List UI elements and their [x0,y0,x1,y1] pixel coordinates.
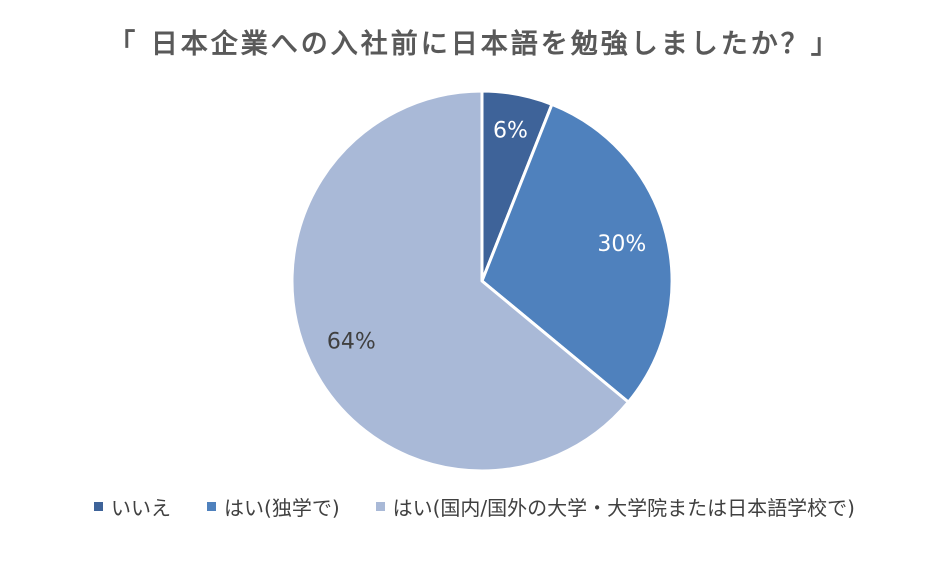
legend-item-yes-school: はい(国内/国外の大学・大学院または日本語学校で) [375,492,855,521]
legend: いいえ はい(独学で) はい(国内/国外の大学・大学院または日本語学校で) [0,492,949,521]
legend-label-no: いいえ [111,496,172,520]
legend-label-yes-self-study: はい(独学で) [224,496,340,520]
legend-item-no: いいえ [94,492,171,521]
data-label-yes-school: 64% [327,329,376,354]
pie-data-labels: 6% 30% 64% [327,119,646,355]
legend-label-yes-school: はい(国内/国外の大学・大学院または日本語学校で) [392,496,855,520]
pie-slices [290,89,674,473]
pie-slice-yes-self-study [480,102,674,404]
legend-item-yes-self-study: はい(独学で) [207,492,340,521]
pie-slice-yes-school [290,89,630,473]
data-label-yes-self-study: 30% [597,232,646,257]
legend-swatch-yes-school [375,502,385,511]
legend-swatch-yes-self-study [207,502,217,511]
legend-swatch-no [94,502,104,511]
chart-title: 「 日本企業への入社前に日本語を勉強しましたか？」 [108,29,841,60]
data-label-no: 6% [493,119,528,144]
